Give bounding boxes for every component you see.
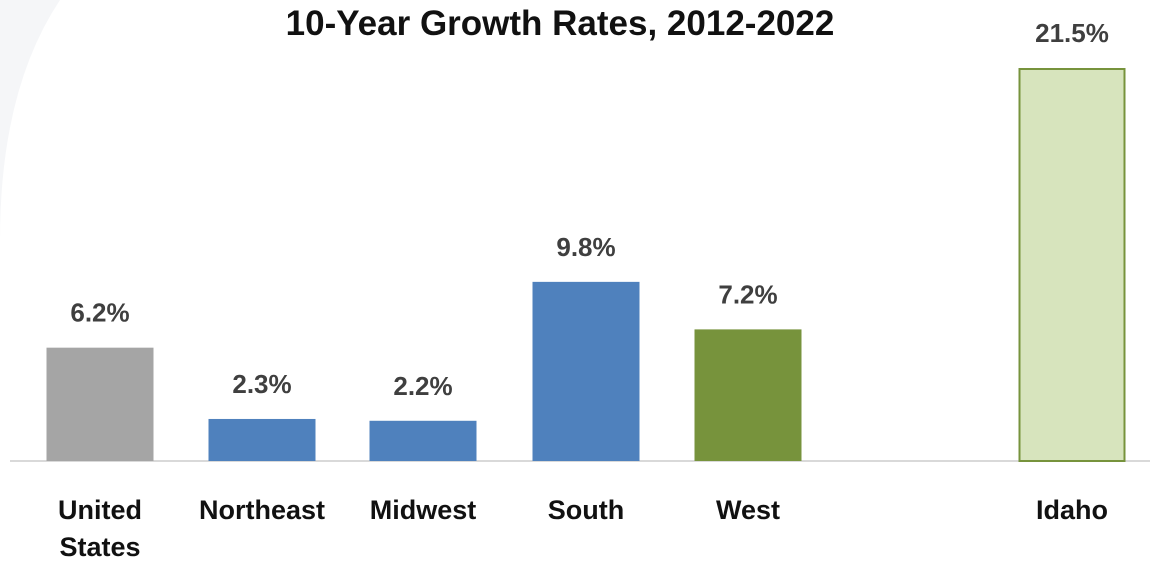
bar-west xyxy=(694,329,802,461)
category-label-line: Idaho xyxy=(1036,495,1108,525)
category-label-line: States xyxy=(59,532,140,562)
data-label: 21.5% xyxy=(1035,18,1109,48)
category-label-line: West xyxy=(716,495,780,525)
bar-south xyxy=(532,281,640,461)
bar-northeast xyxy=(208,418,316,461)
category-label: Idaho xyxy=(1036,495,1108,525)
category-label-line: United xyxy=(58,495,142,525)
category-label: Northeast xyxy=(199,495,325,525)
category-label: Midwest xyxy=(370,495,477,525)
category-label: United States xyxy=(58,495,142,562)
category-label: South xyxy=(548,495,624,525)
category-label-line: South xyxy=(548,495,624,525)
chart-title: 10-Year Growth Rates, 2012-2022 xyxy=(285,4,835,43)
bar-midwest xyxy=(369,420,477,461)
data-label: 6.2% xyxy=(70,298,129,328)
category-label-line: Northeast xyxy=(199,495,325,525)
category-label: West xyxy=(716,495,780,525)
data-label: 7.2% xyxy=(718,279,777,309)
data-label: 2.3% xyxy=(232,369,291,399)
data-label: 2.2% xyxy=(393,371,452,401)
data-label: 9.8% xyxy=(556,232,615,262)
bar-united-states xyxy=(46,347,154,461)
bar-idaho xyxy=(1018,68,1126,462)
category-label-line: Midwest xyxy=(370,495,477,525)
